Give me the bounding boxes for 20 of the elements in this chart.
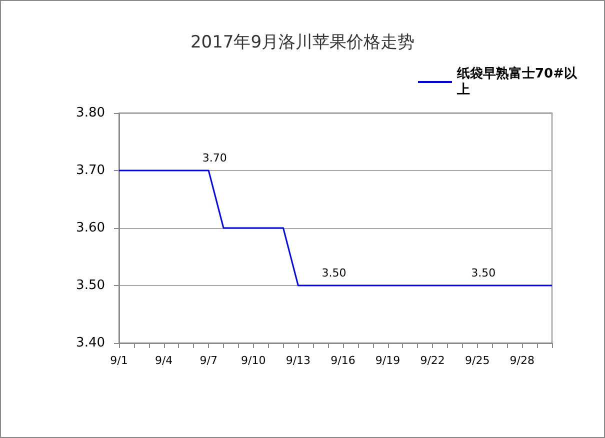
x-tick-label: 9/1 [110,354,128,367]
chart-title: 2017年9月洛川苹果价格走势 [190,32,415,52]
x-tick-label: 9/10 [241,354,266,367]
x-tick-label: 9/7 [200,354,218,367]
y-tick-label: 3.50 [76,278,105,293]
data-label: 3.70 [202,152,227,164]
x-tick-label: 9/13 [286,354,311,367]
x-tick-label: 9/25 [464,354,490,367]
y-tick-label: 3.60 [76,220,105,236]
x-tick-label: 9/28 [510,354,534,367]
data-label: 3.50 [322,266,346,280]
y-tick-label: 3.80 [76,106,105,120]
x-tick-label: 9/22 [420,354,445,367]
x-tick-label: 9/4 [154,354,173,367]
x-tick-label: 9/19 [375,354,400,367]
data-label: 3.50 [471,266,496,280]
y-tick-label: 3.40 [76,336,105,350]
x-tick-label: 9/16 [330,354,356,367]
legend-label: 纸袋早熟富士70#以上 [456,66,578,98]
y-tick-label: 3.70 [76,163,105,178]
